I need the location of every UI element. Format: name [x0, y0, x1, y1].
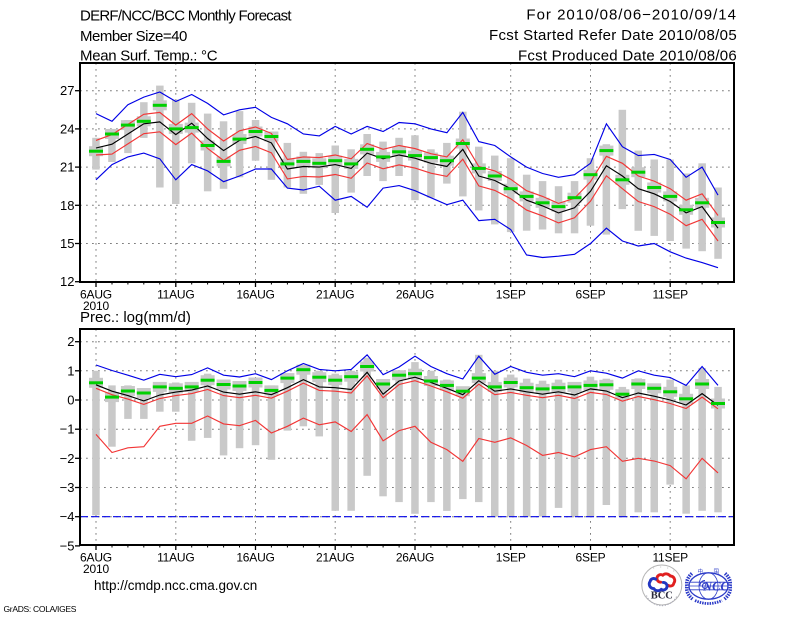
- svg-text:21AUG: 21AUG: [316, 550, 354, 564]
- svg-text:Prec.: log(mm/d): Prec.: log(mm/d): [80, 309, 191, 326]
- svg-text:6AUG: 6AUG: [80, 287, 112, 301]
- svg-text:•: •: [647, 568, 649, 573]
- svg-text:21AUG: 21AUG: [316, 287, 354, 301]
- svg-text:0: 0: [67, 393, 74, 408]
- svg-text:Fcst Started Refer Date 2010/0: Fcst Started Refer Date 2010/08/05: [489, 27, 737, 44]
- svg-text:11AUG: 11AUG: [157, 287, 194, 301]
- svg-text:国: 国: [714, 569, 720, 576]
- svg-text:Fcst Produced Date 2010/08/06: Fcst Produced Date 2010/08/06: [518, 48, 737, 65]
- svg-text:http://cmdp.ncc.cma.gov.cn: http://cmdp.ncc.cma.gov.cn: [94, 578, 257, 593]
- svg-text:−4: −4: [60, 509, 75, 524]
- svg-text:−1: −1: [60, 422, 75, 437]
- svg-text:6AUG: 6AUG: [80, 550, 112, 564]
- svg-text:Mean Surf. Temp.: °C: Mean Surf. Temp.: °C: [80, 48, 218, 65]
- svg-text:26AUG: 26AUG: [396, 287, 434, 301]
- svg-text:1SEP: 1SEP: [496, 550, 526, 564]
- svg-text:2010: 2010: [83, 299, 109, 313]
- svg-text:1SEP: 1SEP: [496, 287, 526, 301]
- svg-text:26AUG: 26AUG: [396, 550, 434, 564]
- svg-text:•: •: [660, 564, 662, 569]
- svg-text:For 2010/08/06−2010/09/14: For 2010/08/06−2010/09/14: [526, 7, 737, 24]
- svg-text:1: 1: [67, 363, 74, 378]
- svg-text:•: •: [667, 565, 669, 570]
- svg-text:18: 18: [60, 198, 74, 213]
- svg-text:11AUG: 11AUG: [157, 550, 194, 564]
- svg-text:15: 15: [60, 236, 74, 251]
- svg-text:6SEP: 6SEP: [576, 550, 606, 564]
- svg-text:2: 2: [67, 334, 74, 349]
- svg-text:11SEP: 11SEP: [652, 550, 688, 564]
- svg-text:NCC: NCC: [702, 580, 729, 594]
- svg-text:2010: 2010: [83, 562, 109, 576]
- svg-text:BCC: BCC: [651, 591, 673, 602]
- svg-text:12: 12: [60, 274, 74, 289]
- svg-text:DERF/NCC/BCC Monthly Forecast: DERF/NCC/BCC Monthly Forecast: [80, 8, 292, 25]
- svg-text:27: 27: [60, 83, 74, 98]
- svg-text:•: •: [673, 568, 675, 573]
- svg-text:中: 中: [698, 568, 704, 576]
- svg-text:Member Size=40: Member Size=40: [80, 28, 187, 45]
- svg-text:−3: −3: [60, 480, 75, 495]
- svg-text:16AUG: 16AUG: [236, 287, 274, 301]
- svg-text:24: 24: [60, 121, 74, 136]
- svg-text:GrADS: COLA/IGES: GrADS: COLA/IGES: [4, 604, 77, 614]
- svg-text:16AUG: 16AUG: [236, 550, 274, 564]
- svg-text:6SEP: 6SEP: [576, 287, 606, 301]
- svg-text:−5: −5: [60, 538, 75, 553]
- svg-text:•: •: [653, 565, 655, 570]
- svg-text:11SEP: 11SEP: [652, 287, 688, 301]
- svg-text:21: 21: [60, 160, 74, 175]
- svg-text:−2: −2: [60, 451, 75, 466]
